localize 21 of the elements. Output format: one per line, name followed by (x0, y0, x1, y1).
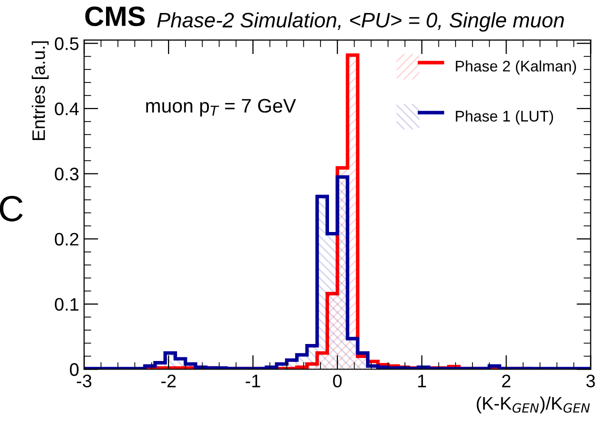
x-tick-label: -1 (246, 374, 260, 388)
y-tick-label: 0.4 (54, 102, 79, 116)
x-tick-label: 3 (586, 374, 595, 388)
y-tick-label: 0 (70, 363, 79, 376)
y-tick-label: 0.3 (54, 168, 78, 180)
chart-title: CMS (85, 6, 145, 26)
chart-subtitle: Phase-2 Simulation, <PU> = 0, Single muon (157, 12, 564, 32)
annotation: muon p$_{T}$ = 7 GeV (146, 98, 296, 117)
x-tick-label: -2 (161, 374, 176, 388)
y-tick-label: 0.2 (54, 232, 78, 246)
y-tick-label: 0.5 (54, 37, 78, 50)
x-tick-label: 2 (502, 374, 510, 388)
y-tick-label: 0.1 (54, 298, 78, 311)
legend-label: Phase 1 (LUT) (456, 110, 554, 125)
x-axis-title: (K-K$_{GEN}$)/K$_{GEN}$ (476, 396, 590, 414)
text: C (0, 196, 23, 222)
x-tick-label: 1 (418, 374, 426, 388)
x-tick-label: 0 (333, 374, 342, 388)
y-axis-title: Entries [a.u.] (32, 41, 49, 140)
legend-label: Phase 2 (Kalman) (456, 60, 576, 75)
x-tick-label: -3 (76, 374, 92, 388)
